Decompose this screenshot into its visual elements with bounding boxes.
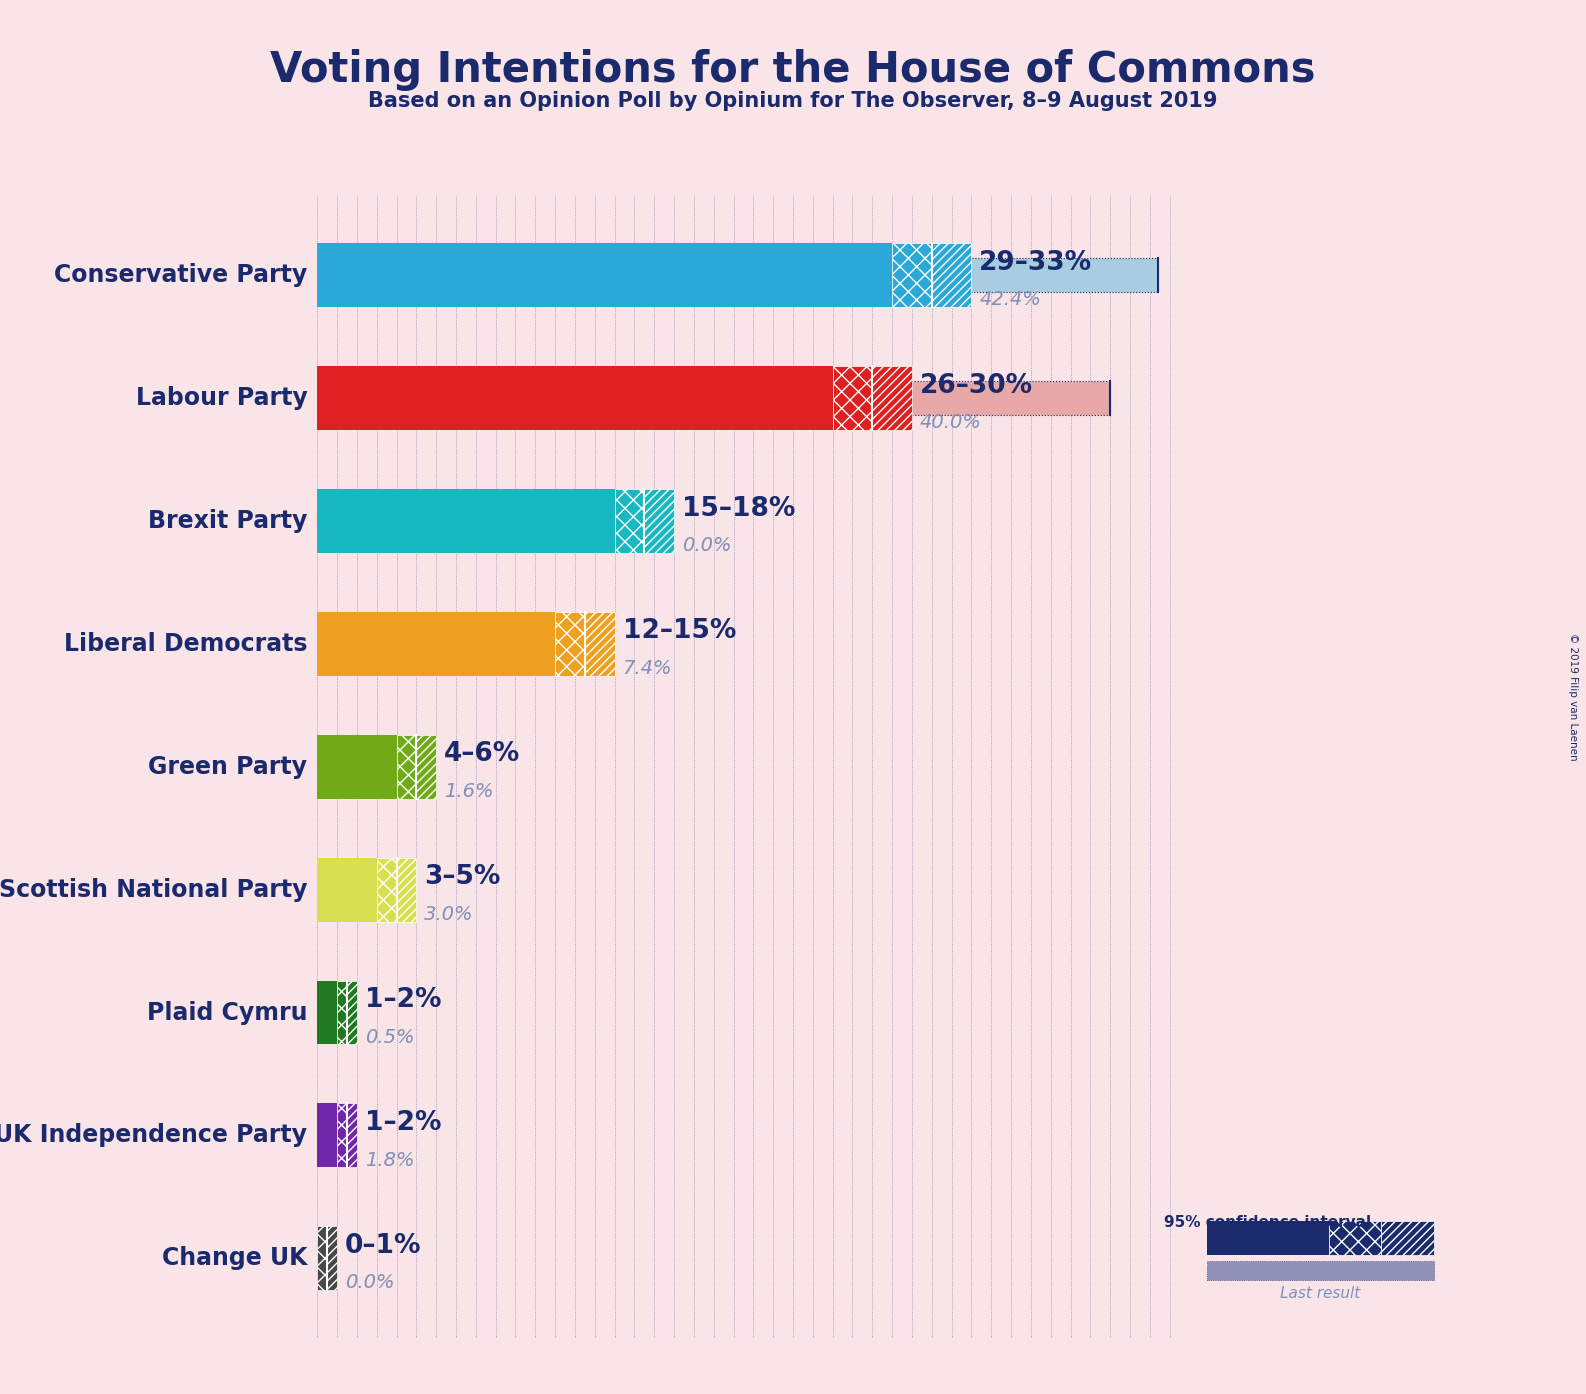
Bar [327, 1227, 338, 1291]
Bar [416, 735, 436, 799]
Text: 1–2%: 1–2% [365, 1110, 441, 1136]
Bar [338, 980, 347, 1044]
Bar [615, 489, 644, 553]
Bar [317, 980, 338, 1044]
Bar [1329, 1221, 1381, 1255]
Text: Conservative Party: Conservative Party [54, 263, 308, 287]
Text: 15–18%: 15–18% [682, 496, 795, 521]
Text: Last result: Last result [1280, 1285, 1361, 1301]
Text: Green Party: Green Party [147, 754, 308, 779]
Bar [347, 1104, 357, 1167]
Bar [317, 1104, 338, 1167]
Text: 95% confidence interval
with median: 95% confidence interval with median [1164, 1214, 1372, 1248]
Bar [872, 367, 912, 429]
Bar [833, 367, 872, 429]
Text: 29–33%: 29–33% [980, 250, 1093, 276]
Text: 40.0%: 40.0% [920, 413, 982, 432]
FancyBboxPatch shape [317, 381, 1110, 415]
Text: 0.0%: 0.0% [682, 535, 731, 555]
Text: 12–15%: 12–15% [623, 619, 736, 644]
Text: © 2019 Filip van Laenen: © 2019 Filip van Laenen [1569, 633, 1578, 761]
Bar [396, 857, 416, 921]
Bar [317, 367, 833, 429]
Bar [317, 735, 396, 799]
Bar [644, 489, 674, 553]
Bar [317, 243, 891, 307]
Text: 4–6%: 4–6% [444, 742, 520, 768]
Text: 1.8%: 1.8% [365, 1150, 414, 1170]
Bar [317, 489, 615, 553]
Text: 1.6%: 1.6% [444, 782, 493, 800]
Text: 3.0%: 3.0% [425, 905, 474, 924]
Text: 0.5%: 0.5% [365, 1027, 414, 1047]
Text: 42.4%: 42.4% [980, 290, 1042, 309]
Bar [1381, 1221, 1434, 1255]
Text: UK Independence Party: UK Independence Party [0, 1124, 308, 1147]
FancyBboxPatch shape [317, 750, 349, 783]
Text: 3–5%: 3–5% [425, 864, 501, 891]
Bar [1207, 1260, 1434, 1280]
Bar [317, 612, 555, 676]
Bar [347, 980, 357, 1044]
FancyBboxPatch shape [317, 258, 1158, 293]
Text: Based on an Opinion Poll by Opinium for The Observer, 8–9 August 2019: Based on an Opinion Poll by Opinium for … [368, 91, 1218, 110]
Bar [585, 612, 615, 676]
Text: 0–1%: 0–1% [346, 1234, 422, 1259]
Text: 1–2%: 1–2% [365, 987, 441, 1013]
FancyBboxPatch shape [317, 995, 327, 1030]
FancyBboxPatch shape [317, 873, 377, 907]
Bar [317, 1227, 327, 1291]
Text: 26–30%: 26–30% [920, 372, 1032, 399]
Text: Liberal Democrats: Liberal Democrats [63, 631, 308, 655]
Bar [377, 857, 396, 921]
Bar [338, 1104, 347, 1167]
FancyBboxPatch shape [317, 626, 465, 661]
Bar [317, 857, 377, 921]
Text: Change UK: Change UK [162, 1246, 308, 1270]
Text: 0.0%: 0.0% [346, 1274, 395, 1292]
Text: Plaid Cymru: Plaid Cymru [147, 1001, 308, 1025]
Text: Labour Party: Labour Party [135, 386, 308, 410]
Bar [933, 243, 971, 307]
Text: 7.4%: 7.4% [623, 659, 672, 677]
Text: Voting Intentions for the House of Commons: Voting Intentions for the House of Commo… [270, 49, 1316, 91]
FancyBboxPatch shape [317, 1118, 354, 1153]
Bar [555, 612, 585, 676]
Text: Brexit Party: Brexit Party [147, 509, 308, 533]
Bar [891, 243, 933, 307]
Bar [396, 735, 416, 799]
Text: Scottish National Party: Scottish National Party [0, 878, 308, 902]
Bar [1207, 1221, 1329, 1255]
